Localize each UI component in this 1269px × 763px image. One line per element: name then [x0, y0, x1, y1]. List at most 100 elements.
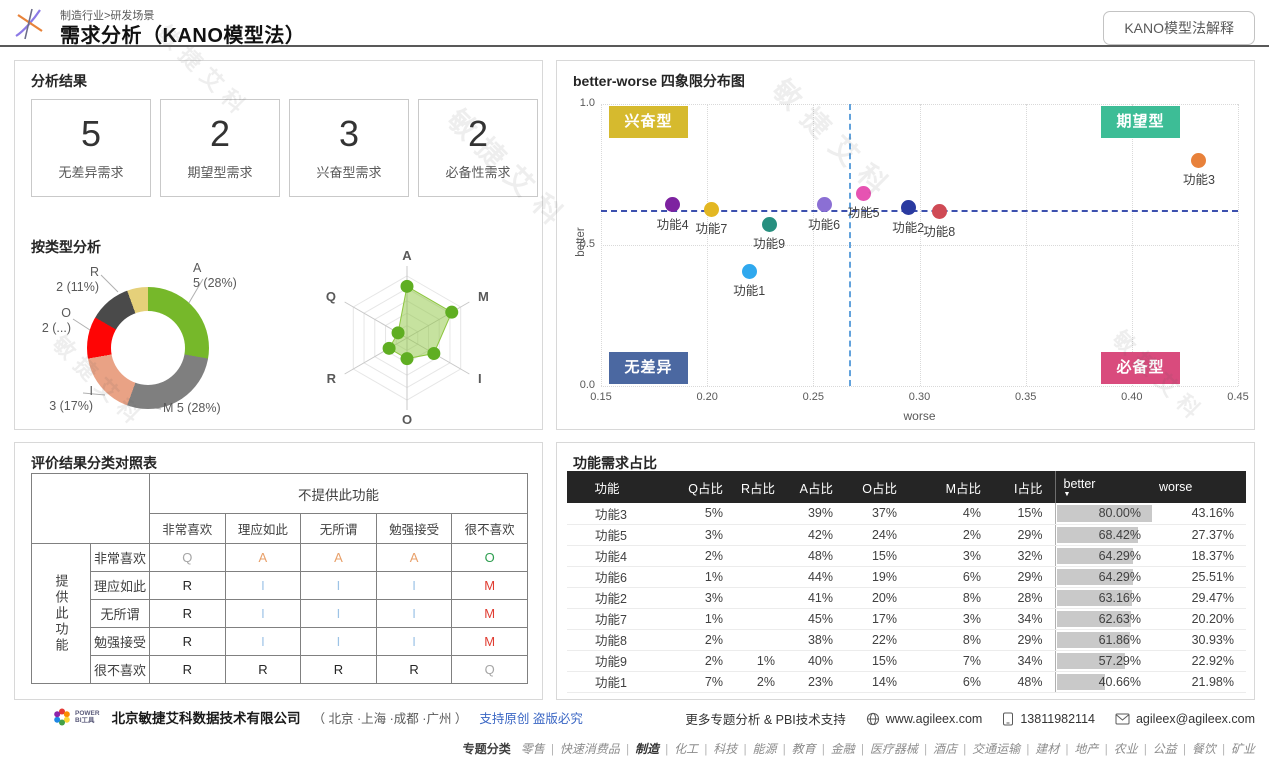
share-value-cell: 1% [655, 608, 735, 630]
better-cell: 62.63% [1054, 608, 1151, 630]
better-data-bar [1056, 673, 1106, 690]
column-header-M占比[interactable]: M占比 [909, 471, 993, 503]
svg-text:O: O [402, 412, 412, 427]
matrix-data-row: 勉强接受 R I I I M [32, 627, 528, 656]
share-value-cell [735, 566, 787, 588]
category-separator: | [625, 742, 630, 756]
kpi-label: 无差异需求 [58, 165, 124, 180]
category-item-制造[interactable]: 制造 [635, 742, 660, 756]
category-separator: | [923, 742, 927, 756]
scatter-point-功能6[interactable] [816, 197, 832, 213]
category-item-交通运输[interactable]: 交通运输 [972, 742, 1021, 756]
matrix-row-group-header: 提供此功能 [31, 543, 91, 684]
share-value-cell: 17% [845, 608, 909, 630]
category-item-地产[interactable]: 地产 [1074, 742, 1099, 756]
powerbi-logo: POWER BI工具 [52, 707, 100, 727]
category-item-教育[interactable]: 教育 [791, 742, 816, 756]
better-value: 62.63% [1098, 611, 1141, 626]
mail-icon [1115, 713, 1130, 724]
scatter-point-功能2[interactable] [900, 200, 916, 216]
category-item-建材[interactable]: 建材 [1035, 742, 1060, 756]
scatter-point-label: 功能3 [1182, 173, 1215, 188]
phone-link[interactable]: 13811982114 [1002, 712, 1095, 726]
scatter-point-功能7[interactable] [703, 201, 719, 217]
column-header-Q占比[interactable]: Q占比 [655, 471, 735, 503]
category-item-公益[interactable]: 公益 [1152, 742, 1177, 756]
scatter-point-功能1[interactable] [741, 263, 757, 279]
copyright-link[interactable]: 支持原创 盗版必究 [479, 711, 583, 726]
better-cell: 64.29% [1054, 545, 1151, 567]
category-item-餐饮[interactable]: 餐饮 [1191, 742, 1216, 756]
x-tick-label: 0.25 [802, 391, 825, 403]
share-value-cell: 3% [655, 587, 735, 609]
donut-hole [111, 311, 185, 385]
category-item-科技[interactable]: 科技 [713, 742, 738, 756]
matrix-cell-R: R [149, 655, 226, 684]
column-header-功能[interactable]: 功能 [567, 471, 655, 503]
category-item-快速消费品[interactable]: 快速消费品 [559, 742, 620, 756]
share-value-cell: 2% [735, 671, 787, 693]
category-item-能源[interactable]: 能源 [752, 742, 777, 756]
feature-name-cell: 功能6 [567, 566, 655, 588]
share-value-cell: 23% [787, 671, 845, 693]
scatter-point-功能3[interactable] [1191, 152, 1207, 168]
better-value: 57.29% [1098, 653, 1141, 668]
share-value-cell: 2% [655, 650, 735, 672]
share-value-cell: 29% [993, 629, 1055, 651]
category-item-医疗器械[interactable]: 医疗器械 [869, 742, 918, 756]
share-value-cell: 8% [909, 587, 993, 609]
column-header-better[interactable]: better ▼ [1054, 471, 1151, 503]
phone-icon [1003, 712, 1014, 725]
share-value-cell: 2% [909, 524, 993, 546]
svg-text:R: R [327, 371, 337, 386]
category-item-酒店[interactable]: 酒店 [933, 742, 958, 756]
scatter-point-功能9[interactable] [761, 216, 777, 232]
kpi-label: 兴奋型需求 [316, 165, 382, 180]
share-value-cell: 15% [845, 650, 909, 672]
share-table-row: 功能7 1% 45% 17% 3% 34% 62.63% 20.20% [567, 608, 1246, 630]
scatter-title: better-worse 四象限分布图 [573, 73, 745, 89]
x-axis-label: worse [903, 409, 936, 423]
email-link[interactable]: agileex@agileex.com [1115, 712, 1255, 726]
share-value-cell: 39% [787, 503, 845, 525]
share-value-cell: 3% [909, 608, 993, 630]
scatter-panel: better-worse 四象限分布图 better 0.15 0.20 0.25 0… [556, 60, 1255, 430]
matrix-cell-I: I [224, 571, 302, 600]
kano-help-button[interactable]: KANO模型法解释 [1103, 11, 1255, 45]
better-data-bar [1056, 568, 1134, 585]
category-item-农业[interactable]: 农业 [1113, 742, 1138, 756]
kpi-value: 2 [209, 113, 231, 154]
category-item-金融[interactable]: 金融 [830, 742, 855, 756]
globe-icon [866, 712, 879, 725]
category-item-化工[interactable]: 化工 [674, 742, 699, 756]
column-header-worse[interactable]: worse [1151, 471, 1246, 503]
column-header-I占比[interactable]: I占比 [993, 471, 1055, 503]
category-item-零售[interactable]: 零售 [520, 742, 545, 756]
share-value-cell: 32% [993, 545, 1055, 567]
matrix-data-row: 理应如此 R I I I M [32, 571, 528, 600]
scatter-point-功能4[interactable] [665, 197, 681, 213]
share-value-cell: 18.37% [1151, 545, 1246, 567]
sort-descending-icon: ▼ [1063, 490, 1071, 498]
scatter-point-label: 功能8 [923, 224, 956, 239]
feature-share-table: 功能 Q占比 R占比 A占比 O占比 M占比 I占比 better ▼ worse 功能3 5% 39%… [567, 471, 1246, 693]
share-value-cell: 34% [993, 650, 1055, 672]
matrix-cell-R: R [300, 655, 377, 684]
column-header-A占比[interactable]: A占比 [787, 471, 845, 503]
column-header-O占比[interactable]: O占比 [845, 471, 909, 503]
website-link[interactable]: www.agileex.com [866, 712, 982, 726]
category-item-矿业[interactable]: 矿业 [1230, 742, 1255, 756]
column-header-R占比[interactable]: R占比 [735, 471, 787, 503]
category-separator: | [550, 742, 554, 756]
matrix-cell-A: A [300, 543, 377, 572]
kano-matrix: 不提供此功能 非常喜欢 理应如此 无所谓 勉强接受 很不喜欢 提供此功能 非常喜欢 Q A A A O 理… [31, 473, 528, 684]
scatter-point-功能5[interactable] [856, 185, 872, 201]
share-value-cell [735, 608, 787, 630]
footer: POWER BI工具 北京敏捷艾科数据技术有限公司 （ 北京 ·上海 ·成都 ·广… [0, 707, 1269, 733]
support-text: 更多专题分析 & PBI技术支持 [685, 713, 846, 727]
scatter-point-功能8[interactable] [931, 204, 947, 220]
share-table-row: 功能2 3% 41% 20% 8% 28% 63.16% 29.47% [567, 587, 1246, 609]
category-separator: | [704, 742, 708, 756]
